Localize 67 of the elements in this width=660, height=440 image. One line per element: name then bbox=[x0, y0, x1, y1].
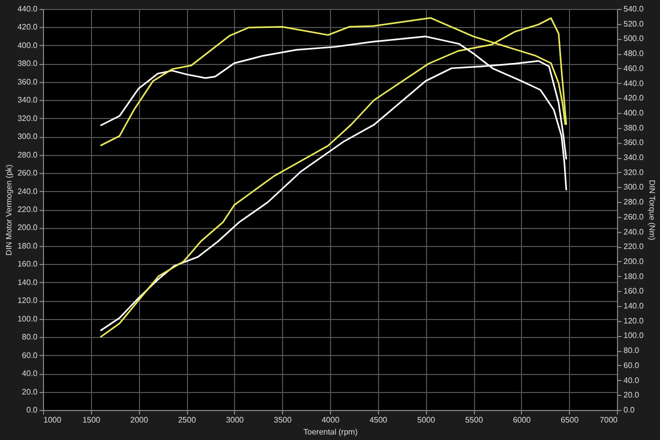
y2-tick-label: 380.0 bbox=[624, 123, 644, 132]
y-tick-label: 440.0 bbox=[17, 4, 38, 14]
y-tick-label: 20.0 bbox=[22, 387, 38, 396]
y-axis-title: DIN Motor Vermogen (pk) bbox=[4, 164, 14, 256]
y-tick-label: 140.0 bbox=[17, 278, 38, 287]
y-tick-label: 180.0 bbox=[17, 241, 38, 250]
y2-tick-label: 200.0 bbox=[624, 256, 644, 266]
x-tick-label: 6000 bbox=[512, 416, 532, 424]
y2-tick-label: 440.0 bbox=[624, 78, 644, 88]
x-tick-label: 3500 bbox=[274, 416, 292, 424]
y2-tick-label: 320.0 bbox=[624, 168, 644, 177]
y-tick-label: 260.0 bbox=[17, 168, 38, 178]
y-tick-label: 380.0 bbox=[17, 59, 38, 68]
x-tick-label: 4000 bbox=[322, 416, 340, 424]
y-tick-label: 0.0 bbox=[26, 406, 38, 414]
y-tick-label: 100.0 bbox=[17, 314, 38, 324]
y2-tick-label: 220.0 bbox=[624, 242, 644, 252]
y2-tick-label: 20.0 bbox=[624, 390, 640, 400]
x-tick-label: 1000 bbox=[44, 416, 62, 424]
y-tick-label: 320.0 bbox=[17, 114, 38, 123]
x-tick-label: 1500 bbox=[82, 416, 101, 424]
y2-tick-label: 460.0 bbox=[624, 64, 644, 73]
y2-tick-label: 120.0 bbox=[624, 316, 644, 326]
y2-tick-label: 40.0 bbox=[624, 376, 640, 385]
y-tick-label: 200.0 bbox=[17, 223, 38, 232]
y2-tick-label: 80.0 bbox=[624, 346, 640, 356]
y2-tick-label: 260.0 bbox=[624, 212, 644, 222]
y2-tick-label: 160.0 bbox=[624, 286, 644, 296]
x-tick-label: 3000 bbox=[226, 416, 244, 424]
y2-tick-label: 340.0 bbox=[624, 153, 644, 162]
y2-tick-label: 280.0 bbox=[624, 198, 644, 207]
y2-tick-label: 540.0 bbox=[624, 4, 644, 14]
y-tick-label: 240.0 bbox=[17, 186, 38, 196]
x-axis-title: Toerental (rpm) bbox=[303, 428, 358, 436]
y2-tick-label: 140.0 bbox=[624, 302, 644, 311]
y-tick-label: 340.0 bbox=[17, 96, 38, 105]
x-tick-label: 5000 bbox=[417, 416, 436, 424]
y2-tick-label: 100.0 bbox=[624, 331, 644, 340]
x-tick-label: 4500 bbox=[369, 416, 388, 424]
y2-tick-label: 360.0 bbox=[624, 138, 644, 148]
y2-tick-label: 480.0 bbox=[624, 49, 644, 58]
y-tick-label: 300.0 bbox=[17, 132, 38, 142]
x-tick-label: 7000 bbox=[600, 416, 618, 424]
y-tick-label: 420.0 bbox=[17, 22, 38, 32]
y-tick-label: 40.0 bbox=[22, 369, 38, 378]
y-tick-label: 400.0 bbox=[17, 40, 38, 50]
y2-tick-label: 400.0 bbox=[624, 108, 644, 118]
y2-tick-label: 240.0 bbox=[624, 227, 644, 236]
y-tick-label: 160.0 bbox=[17, 260, 38, 269]
y2-tick-label: 520.0 bbox=[624, 19, 644, 28]
x-tick-label: 5500 bbox=[465, 416, 484, 424]
y-tick-label: 280.0 bbox=[17, 150, 38, 160]
y-tick-label: 120.0 bbox=[17, 296, 38, 306]
y-tick-label: 360.0 bbox=[17, 77, 38, 86]
y-tick-label: 60.0 bbox=[22, 350, 38, 360]
x-tick-label: 2000 bbox=[130, 416, 149, 424]
y2-tick-label: 0.0 bbox=[624, 406, 636, 414]
x-tick-label: 2500 bbox=[178, 416, 196, 424]
y2-tick-label: 60.0 bbox=[624, 360, 640, 370]
x-tick-label: 6500 bbox=[560, 416, 580, 424]
y-tick-label: 80.0 bbox=[22, 332, 38, 342]
y2-tick-label: 300.0 bbox=[624, 182, 644, 192]
y-tick-label: 220.0 bbox=[17, 205, 38, 214]
y2-axis-title: DIN Torque (Nm) bbox=[648, 180, 657, 240]
y2-tick-label: 420.0 bbox=[624, 94, 644, 103]
y2-tick-label: 500.0 bbox=[624, 34, 644, 44]
y2-tick-label: 180.0 bbox=[624, 272, 644, 281]
